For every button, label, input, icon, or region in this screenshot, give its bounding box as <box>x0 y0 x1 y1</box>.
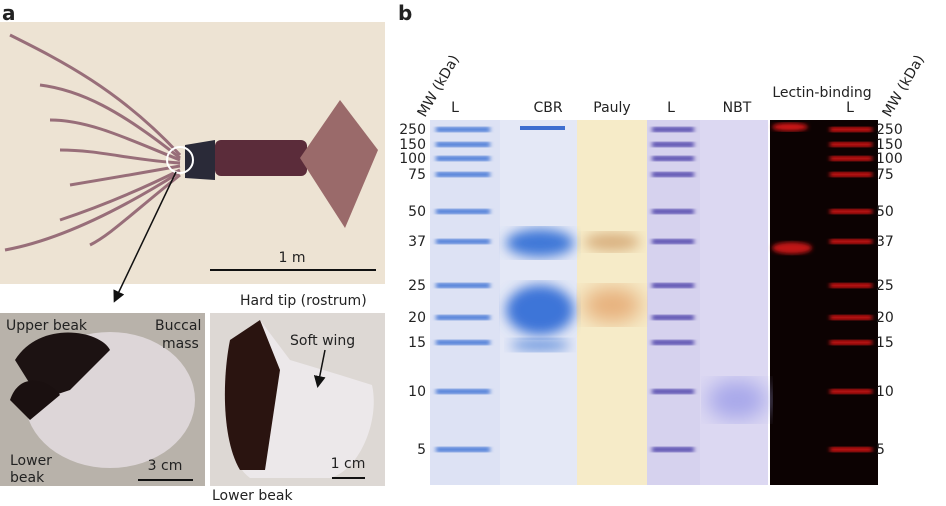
mw-label: 20 <box>876 310 894 326</box>
lane-label: Pauly <box>593 100 630 116</box>
annotation: Upper beak <box>6 318 88 334</box>
ladder-band <box>436 239 490 244</box>
ladder-band <box>436 156 490 161</box>
ladder-band <box>830 209 872 214</box>
mw-label: 5 <box>417 442 426 458</box>
mw-label: 100 <box>876 151 903 167</box>
squid-illustration: 1 m <box>0 22 385 303</box>
photo-left: Upper beak Buccal mass Lower beak 3 cm <box>0 313 205 486</box>
ladder-band <box>436 172 490 177</box>
ladder-band <box>436 315 490 320</box>
mw-label: 250 <box>399 122 426 138</box>
annotation-line: mass <box>162 336 199 352</box>
annotation: Soft wing <box>290 333 355 349</box>
ladder-band <box>436 127 490 132</box>
mw-label: 75 <box>408 167 426 183</box>
mw-label: 20 <box>408 310 426 326</box>
ladder-band <box>436 340 490 345</box>
ladder-band <box>436 209 490 214</box>
annotation: Buccal mass <box>155 318 201 352</box>
ladder-band <box>830 142 872 147</box>
axis-label: MW (kDa) <box>880 52 928 120</box>
panel-label: a <box>2 1 16 25</box>
ladder-band <box>652 172 694 177</box>
mw-label: 10 <box>876 384 894 400</box>
scale-bar-label: 3 cm <box>148 458 183 474</box>
ladder-band <box>830 283 872 288</box>
mw-label: 150 <box>399 137 426 153</box>
ladder-band <box>436 283 490 288</box>
annotation-line: Lower <box>10 453 52 469</box>
ladder-band <box>652 209 694 214</box>
lane-label: L <box>667 100 675 116</box>
lane-label: L <box>451 100 459 116</box>
mw-label: 25 <box>876 278 894 294</box>
ladder-band <box>830 172 872 177</box>
scale-bar-label: 1 cm <box>331 456 366 472</box>
ladder-band <box>830 389 872 394</box>
mw-label: 250 <box>876 122 903 138</box>
ladder-band <box>652 340 694 345</box>
mw-label: 100 <box>399 151 426 167</box>
mw-label: 50 <box>876 204 894 220</box>
mw-label: 15 <box>408 335 426 351</box>
annotation-line: beak <box>10 470 45 486</box>
ladder-band <box>652 127 694 132</box>
mw-label: 37 <box>876 234 894 250</box>
mw-label: 150 <box>876 137 903 153</box>
ladder-band <box>830 239 872 244</box>
annotation-line: Buccal <box>155 318 201 334</box>
mw-label: 75 <box>876 167 894 183</box>
ladder-band <box>652 283 694 288</box>
panel-label: b <box>398 1 412 25</box>
mw-label: 15 <box>876 335 894 351</box>
ladder-band <box>830 127 872 132</box>
gel <box>430 120 878 485</box>
lane-label: L <box>846 100 854 116</box>
ladder-band <box>830 315 872 320</box>
annotation: Lower beak <box>212 488 293 504</box>
ladder-band <box>652 447 694 452</box>
ladder-band <box>830 340 872 345</box>
ladder-band <box>652 315 694 320</box>
ladder-band <box>830 447 872 452</box>
ladder-band <box>436 142 490 147</box>
lane-group-label: Lectin-binding <box>772 85 871 101</box>
annotation: Hard tip (rostrum) <box>240 293 367 309</box>
mw-label: 5 <box>876 442 885 458</box>
lane-label: CBR <box>533 100 562 116</box>
scale-bar-label: 1 m <box>279 250 306 266</box>
ladder-band <box>652 156 694 161</box>
lane-label: NBT <box>723 100 752 116</box>
ladder-band <box>436 389 490 394</box>
ladder-band <box>652 389 694 394</box>
ladder-band <box>830 156 872 161</box>
ladder-band <box>436 447 490 452</box>
ladder-band <box>652 239 694 244</box>
annotation: Lower beak <box>10 453 52 486</box>
mw-label: 50 <box>408 204 426 220</box>
photo-right: Hard tip (rostrum) Soft wing 1 cm Lower … <box>210 293 385 504</box>
mw-label: 10 <box>408 384 426 400</box>
mw-label: 37 <box>408 234 426 250</box>
mw-label: 25 <box>408 278 426 294</box>
ladder-band <box>652 142 694 147</box>
